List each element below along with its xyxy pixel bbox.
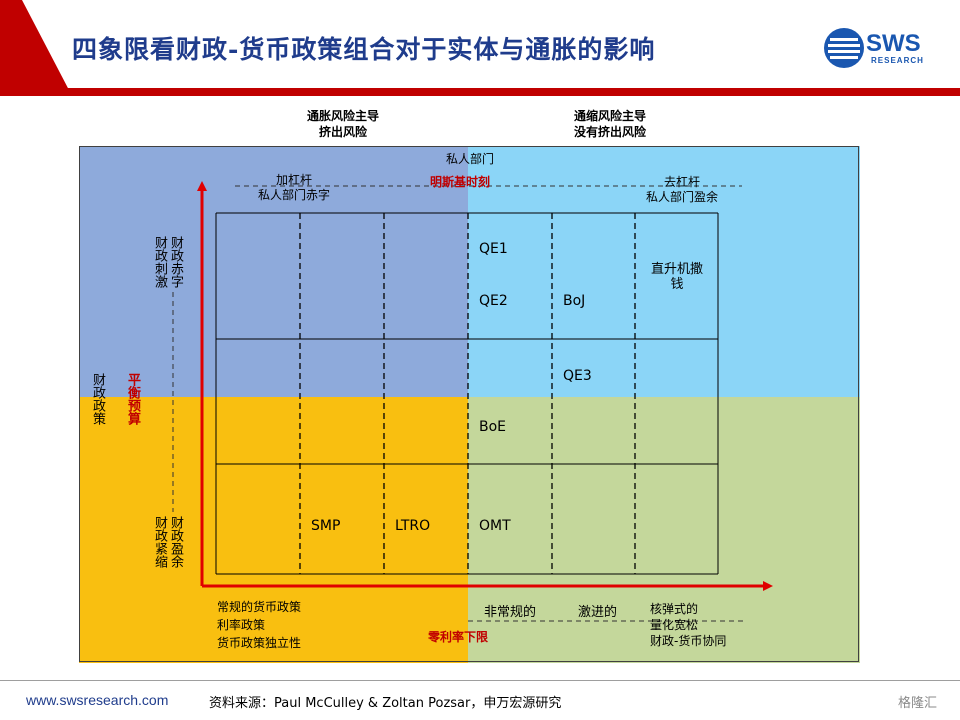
cell-qe1: QE1 — [479, 241, 508, 257]
minsky-moment-label: 明斯基时刻 — [430, 175, 491, 189]
quadrant-top-left — [79, 146, 468, 397]
deleverage-line1: 去杠杆 — [663, 175, 700, 189]
balanced-budget-label: 平衡预算 — [125, 373, 140, 425]
leverage-up-line1: 加杠杆 — [275, 173, 312, 187]
conventional-policy-line1: 常规的货币政策 — [217, 600, 302, 614]
elastic-qe-label: 核弹式的 量化宽松 财政-货币协同 — [650, 601, 726, 649]
fiscal-tight-label-b: 财政盈余 — [168, 516, 183, 568]
cell-omt: OMT — [479, 518, 511, 534]
cell-ltro: LTRO — [395, 518, 431, 534]
aggressive-label: 激进的 — [578, 605, 618, 620]
footer-divider — [0, 680, 960, 681]
column-header-right-line2: 没有挤出风险 — [573, 125, 646, 139]
cell-qe2: QE2 — [479, 293, 508, 309]
cell-boe: BoE — [479, 419, 507, 435]
page-title: 四象限看财政-货币政策组合对于实体与通胀的影响 — [72, 35, 656, 64]
column-header-left: 通胀风险主导 挤出风险 — [293, 108, 393, 140]
quadrant-top-right — [468, 146, 860, 397]
footer-url-link[interactable]: www.swsresearch.com — [26, 692, 169, 708]
cell-helicopter-money-line1: 直升机撒 — [650, 262, 703, 277]
cell-boj: BoJ — [563, 293, 586, 309]
conventional-policy-line2: 利率政策 — [217, 618, 266, 632]
column-header-right-line1: 通缩风险主导 — [573, 109, 646, 123]
elastic-qe-line3: 财政-货币协同 — [650, 634, 727, 648]
fiscal-stimulus-label-a: 财政刺激 — [152, 236, 167, 288]
header-corner-shape — [0, 0, 70, 92]
elastic-qe-line2: 量化宽松 — [650, 618, 699, 632]
fiscal-stimulus-label-b: 财政赤字 — [168, 236, 183, 288]
column-header-left-line2: 挤出风险 — [318, 125, 367, 139]
private-sector-title: 私人部门 — [445, 152, 494, 166]
fiscal-tight-label-a: 财政紧缩 — [152, 516, 167, 568]
logo-subtext: RESEARCH — [871, 56, 924, 65]
quadrant-bottom-right — [468, 397, 860, 663]
logo-text: SWS — [866, 30, 921, 57]
cell-qe3: QE3 — [563, 368, 592, 384]
elastic-qe-line1: 核弹式的 — [650, 602, 699, 616]
diagram-frame — [79, 146, 859, 662]
quadrant-bottom-left — [79, 397, 468, 663]
deleverage-line2: 私人部门盈余 — [645, 190, 718, 204]
conventional-policy-label: 常规的货币政策 利率政策 货币政策独立性 — [217, 598, 301, 652]
cell-helicopter-money: 直升机撒 钱 — [637, 262, 717, 292]
deleverage-label: 去杠杆 私人部门盈余 — [632, 175, 732, 205]
footer-source: 资料来源：Paul McCulley & Zoltan Pozsar，申万宏源研… — [209, 696, 562, 711]
column-header-right: 通缩风险主导 没有挤出风险 — [560, 108, 660, 140]
sws-logo-icon — [824, 28, 864, 68]
watermark: 格隆汇 — [898, 696, 938, 711]
conventional-policy-line3: 货币政策独立性 — [217, 636, 302, 650]
leverage-up-line2: 私人部门赤字 — [257, 188, 330, 202]
leverage-up-label: 加杠杆 私人部门赤字 — [244, 173, 344, 203]
cell-helicopter-money-line2: 钱 — [670, 277, 684, 292]
header-bar — [0, 88, 960, 96]
column-header-left-line1: 通胀风险主导 — [306, 109, 379, 123]
cell-smp: SMP — [311, 518, 341, 534]
unconventional-label: 非常规的 — [484, 605, 537, 620]
fiscal-policy-label: 财政政策 — [90, 373, 105, 425]
zero-lower-bound-label: 零利率下限 — [428, 630, 489, 644]
